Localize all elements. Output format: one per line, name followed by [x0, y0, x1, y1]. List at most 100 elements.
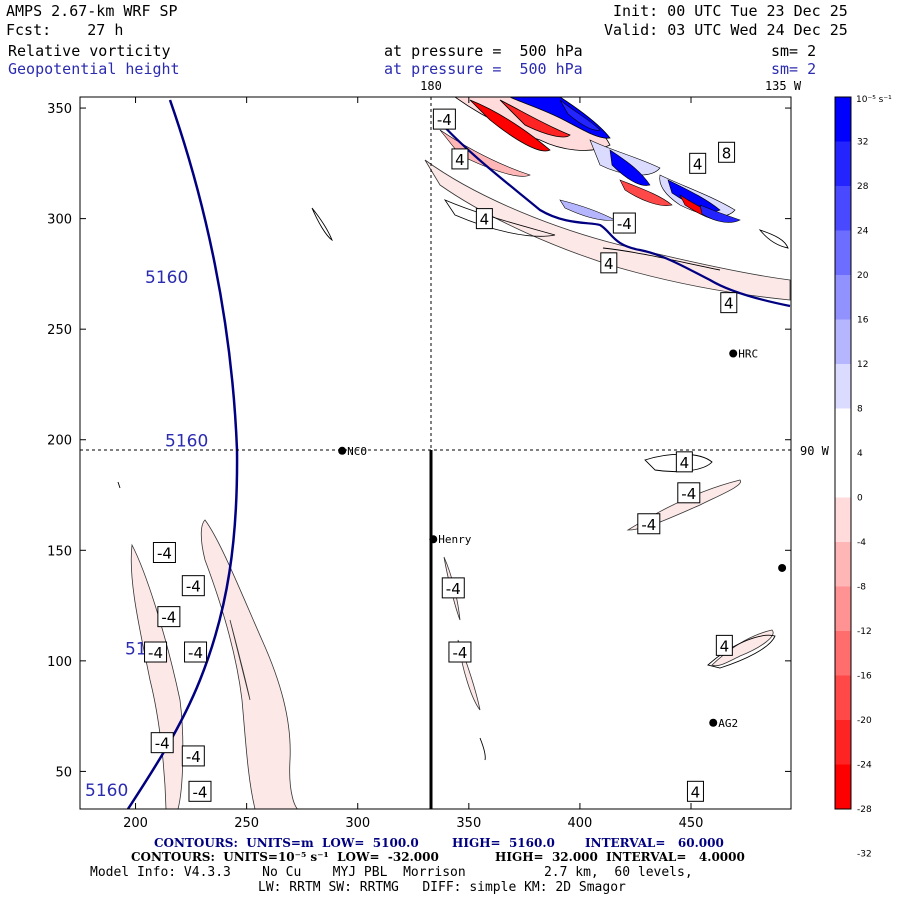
colorbar-tick-label: 8 — [857, 405, 863, 415]
valid-time: Valid: 03 UTC Wed 24 Dec 25 — [604, 21, 848, 39]
forecast-hour: Fcst: 27 h — [6, 21, 124, 39]
station-name: AG2 — [718, 717, 738, 730]
vorticity-contour-label: -4 — [181, 745, 205, 767]
plot-frame — [79, 96, 792, 810]
colorbar-segment — [835, 97, 851, 142]
colorbar-tick-label: -12 — [857, 627, 872, 637]
colorbar-tick-label: 4 — [857, 449, 863, 459]
lon-180-label: 180 — [420, 79, 442, 93]
colorbar-tick-label: 12 — [857, 360, 868, 370]
height-contour-label: 5160 — [145, 268, 188, 288]
y-tick-label: 200 — [47, 434, 72, 449]
field1-name: Relative vorticity — [8, 42, 171, 60]
coastline — [437, 119, 791, 308]
vorticity-contour-label: -4 — [184, 641, 208, 663]
label-text: 4 — [691, 783, 701, 801]
height-contour-5160 — [126, 99, 239, 809]
colorbar-segment — [835, 586, 851, 631]
y-tick-label: 50 — [55, 765, 72, 780]
label-box — [144, 641, 168, 663]
station-marker: NCO — [338, 445, 367, 458]
station-marker: Henry — [429, 533, 472, 546]
label-text: -4 — [161, 609, 176, 627]
vorticity-contour-label: -4 — [150, 732, 174, 754]
y-tick-label: 300 — [47, 213, 72, 228]
station-dot — [709, 718, 718, 727]
label-text: -4 — [681, 485, 696, 503]
height-contour-label: 5160 — [165, 432, 208, 452]
label-box — [188, 780, 212, 802]
lon-90w-label: 90 W — [800, 444, 830, 458]
colorbar-tick-label: 16 — [857, 316, 869, 326]
label-text: 4 — [455, 151, 465, 169]
label-text: -4 — [446, 580, 461, 598]
colorbar-segment — [835, 408, 851, 453]
footer-physics-info: LW: RRTM SW: RRTMG DIFF: simple KM: 2D S… — [258, 880, 626, 895]
vorticity-contour-label: -4 — [637, 513, 661, 535]
station-name: Henry — [438, 533, 471, 546]
footer-vorticity-interval: INTERVAL= 4.0000 — [606, 850, 745, 864]
label-text: 4 — [680, 454, 690, 472]
label-box — [720, 292, 738, 314]
vorticity-cluster — [439, 97, 741, 237]
vorticity-contour-label: 8 — [718, 141, 736, 163]
label-text: 8 — [722, 144, 732, 162]
label-box — [157, 606, 181, 628]
label-box — [675, 451, 693, 473]
label-box — [441, 577, 465, 599]
label-text: -4 — [186, 748, 201, 766]
vorticity-contour-label: 4 — [715, 634, 733, 656]
colorbar-segment — [835, 497, 851, 542]
footer-vorticity-contours: CONTOURS: UNITS=10⁻⁵ s⁻¹ LOW= -32.000 — [131, 850, 439, 864]
colorbar-tick-label: 24 — [857, 227, 869, 237]
colorbar-tick-label: 32 — [857, 138, 868, 148]
label-text: -4 — [188, 644, 203, 662]
y-tick-label: 350 — [47, 102, 72, 117]
label-box — [152, 542, 176, 564]
label-text: -4 — [437, 111, 452, 129]
label-box — [184, 641, 208, 663]
vorticity-contour-label: 4 — [451, 148, 469, 170]
label-text: 4 — [693, 155, 703, 173]
model-title: AMPS 2.67-km WRF SP — [6, 2, 178, 20]
colorbar-tick-label: -32 — [857, 850, 872, 860]
label-box — [600, 252, 618, 274]
label-text: -4 — [157, 545, 172, 563]
vorticity-contour-label: 4 — [689, 152, 707, 174]
label-box — [448, 641, 472, 663]
label-text: 4 — [480, 211, 490, 229]
colorbar-segment — [835, 364, 851, 409]
label-box — [715, 634, 733, 656]
station-dot — [729, 349, 738, 358]
label-text: 4 — [724, 295, 734, 313]
vorticity-contour-label: 4 — [675, 451, 693, 473]
label-box — [612, 212, 636, 234]
x-tick-label: 450 — [679, 816, 704, 831]
vorticity-contour-label: -4 — [152, 542, 176, 564]
colorbar-tick-label: 20 — [857, 271, 869, 281]
vorticity-contour-label: -4 — [188, 780, 212, 802]
vorticity-contour-label: -4 — [157, 606, 181, 628]
colorbar-tick-label: -4 — [857, 538, 866, 548]
label-box — [677, 482, 701, 504]
label-box — [181, 575, 205, 597]
label-text: -4 — [617, 215, 632, 233]
label-text: -4 — [186, 578, 201, 596]
footer-height-interval: INTERVAL= 60.000 — [585, 836, 724, 850]
station-name: NCO — [347, 445, 367, 458]
footer-height-contours: CONTOURS: UNITS=m LOW= 5100.0 — [154, 836, 419, 850]
colorbar-tick-label: 28 — [857, 182, 869, 192]
label-box — [689, 152, 707, 174]
label-box — [432, 108, 456, 130]
colorbar-frame — [834, 96, 852, 810]
field1-level: at pressure = 500 hPa — [384, 42, 583, 60]
colorbar: 32 28 24 20 16 12 8 4 0 -4 -8 -12 -16 -20 -24 -28 -32 — [834, 96, 872, 860]
colorbar-segment — [835, 675, 851, 720]
footer-model-info: Model Info: V4.3.3 No Cu MYJ PBL Morriso… — [90, 865, 693, 880]
footer-vorticity-high: HIGH= 32.000 — [495, 850, 598, 864]
field2-level: at pressure = 500 hPa — [384, 60, 583, 78]
stations: NCO Henry HRC AG2 — [338, 347, 787, 730]
label-text: -4 — [155, 735, 170, 753]
vorticity-contour-label: -4 — [612, 212, 636, 234]
label-box — [451, 148, 469, 170]
